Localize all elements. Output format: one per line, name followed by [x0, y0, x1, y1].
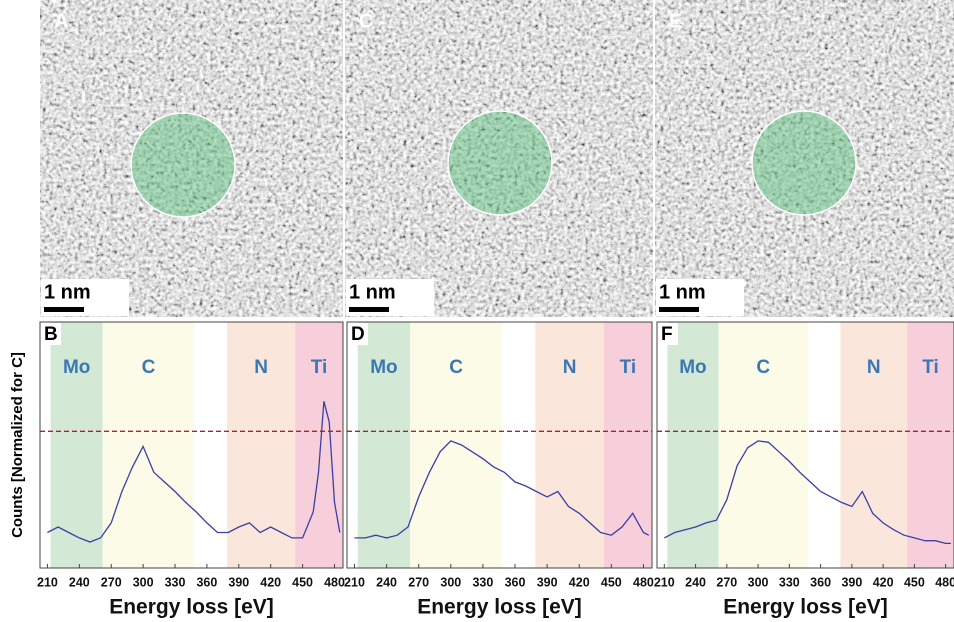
x-tick-label: 480 [633, 575, 654, 589]
x-tick-label: 270 [101, 575, 122, 589]
x-tick-label: 270 [408, 575, 429, 589]
x-tick-label: 480 [935, 575, 954, 589]
scale-bar-label: 1 nm [44, 281, 91, 303]
plot-frame [39, 321, 344, 569]
panel-label: B [44, 324, 58, 345]
x-tick-label: 450 [904, 575, 925, 589]
region-label: N [563, 357, 577, 378]
energy-region [295, 322, 343, 568]
highlight-region [130, 112, 236, 218]
highlight-region [447, 110, 553, 216]
x-axis-label: Energy loss [eV] [723, 596, 888, 619]
energy-region [840, 322, 908, 568]
x-tick-label: 240 [685, 575, 706, 589]
scale-bar-label: 1 nm [349, 281, 396, 303]
region-label: C [142, 357, 156, 378]
x-axis-label: Energy loss [eV] [417, 596, 582, 619]
panel-label-box [658, 323, 678, 345]
y-axis-label: Counts [Normalized for C] [9, 352, 26, 538]
x-tick-label: 450 [601, 575, 622, 589]
spectrum-line [354, 440, 650, 539]
x-tick-label: 360 [505, 575, 526, 589]
x-tick-label: 420 [873, 575, 894, 589]
energy-region [102, 322, 195, 568]
region-label: C [449, 357, 463, 378]
x-tick-label: 450 [292, 575, 313, 589]
highlight-region [751, 110, 857, 216]
panel-label: E [669, 10, 682, 32]
region-label: Mo [679, 357, 706, 378]
energy-region [603, 322, 652, 568]
panel-label-box [348, 323, 368, 345]
x-axis-label: Energy loss [eV] [109, 596, 274, 619]
x-tick-label: 210 [344, 575, 365, 589]
x-tick-label: 480 [324, 575, 345, 589]
plot-area: Mo C N Ti [40, 322, 343, 568]
energy-region [357, 322, 411, 568]
x-tick-label: 390 [228, 575, 249, 589]
scale-bar [659, 307, 699, 312]
scale-bar [44, 307, 84, 312]
tem-image [40, 0, 343, 317]
plot-frame [346, 321, 653, 569]
region-label: C [756, 357, 770, 378]
x-tick-label: 300 [440, 575, 461, 589]
x-tick-label: 300 [133, 575, 154, 589]
panel-label: D [351, 324, 365, 345]
panel-label: F [661, 324, 673, 345]
region-label: N [867, 357, 881, 378]
x-tick-label: 330 [472, 575, 493, 589]
x-tick-label: 330 [165, 575, 186, 589]
tem-image [345, 0, 653, 317]
x-tick-label: 390 [841, 575, 862, 589]
energy-region [535, 322, 604, 568]
energy-region [667, 322, 719, 568]
region-label: Ti [311, 357, 328, 378]
x-tick-label: 210 [37, 575, 58, 589]
panel-label: C [359, 10, 373, 32]
scale-bar [349, 307, 389, 312]
x-tick-label: 420 [569, 575, 590, 589]
x-tick-label: 240 [376, 575, 397, 589]
spectrum-line [664, 440, 951, 545]
region-label: Mo [370, 357, 397, 378]
energy-region [718, 322, 809, 568]
x-tick-label: 300 [748, 575, 769, 589]
energy-region [410, 322, 503, 568]
x-tick-label: 330 [779, 575, 800, 589]
x-tick-label: 360 [810, 575, 831, 589]
plot-area: Mo C N Ti [657, 322, 954, 568]
x-tick-label: 420 [260, 575, 281, 589]
scale-bar-label: 1 nm [659, 281, 706, 303]
region-label: N [254, 357, 268, 378]
tem-image [655, 0, 954, 317]
plot-frame [656, 321, 954, 569]
region-label: Ti [922, 357, 939, 378]
x-tick-label: 240 [69, 575, 90, 589]
spectrum-line [47, 401, 341, 543]
panel-label-box [41, 323, 61, 345]
x-tick-label: 210 [654, 575, 675, 589]
region-label: Ti [620, 357, 637, 378]
x-tick-label: 390 [537, 575, 558, 589]
plot-area: Mo C N Ti [347, 322, 652, 568]
panel-label: A [54, 10, 68, 32]
x-tick-label: 270 [716, 575, 737, 589]
energy-region [907, 322, 954, 568]
region-label: Mo [63, 357, 90, 378]
x-tick-label: 360 [196, 575, 217, 589]
